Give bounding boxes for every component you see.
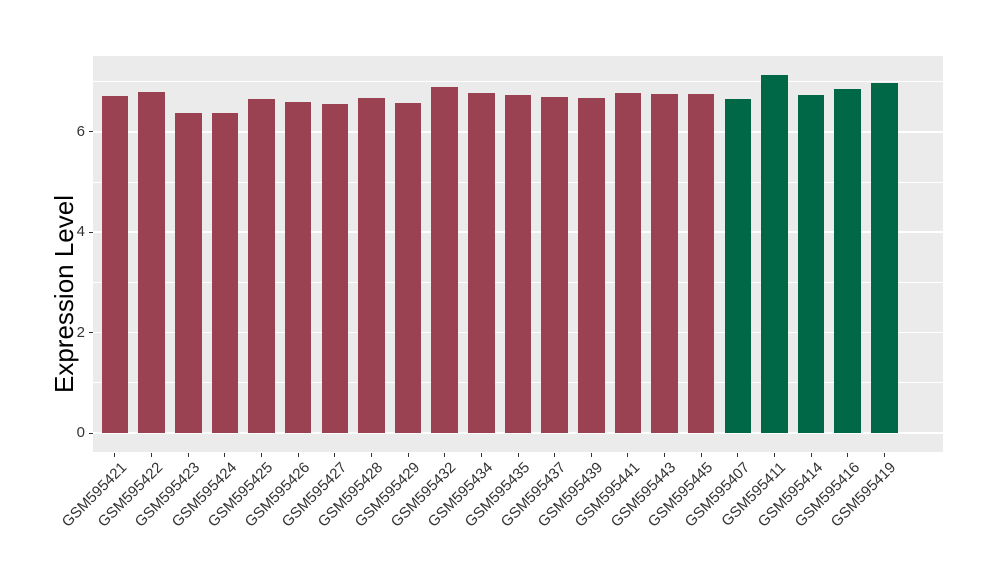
x-tick-mark <box>883 452 885 457</box>
x-tick-mark <box>407 452 409 457</box>
x-tick-mark <box>517 452 519 457</box>
bar-GSM595439 <box>578 98 605 433</box>
y-tick-mark <box>88 231 93 233</box>
bar-GSM595434 <box>468 93 495 433</box>
y-tick-label: 2 <box>76 323 85 341</box>
x-tick-mark <box>554 452 556 457</box>
bar-GSM595421 <box>101 96 129 433</box>
gridline-minor <box>93 81 943 82</box>
bar-GSM595443 <box>651 94 678 433</box>
x-tick-mark <box>810 452 812 457</box>
y-tick-label: 6 <box>76 122 85 140</box>
bar-GSM595425 <box>248 99 275 433</box>
x-tick-mark <box>664 452 666 457</box>
y-tick-mark <box>88 131 93 133</box>
bar-GSM595407 <box>724 98 752 433</box>
y-tick-mark <box>88 332 93 334</box>
bar-GSM595419 <box>871 83 898 433</box>
bar-GSM595445 <box>687 94 715 433</box>
bar-GSM595422 <box>138 91 165 433</box>
bar-GSM595441 <box>614 93 642 433</box>
x-tick-mark <box>151 452 153 457</box>
x-tick-mark <box>737 452 739 457</box>
bar-GSM595429 <box>394 103 422 433</box>
x-tick-mark <box>700 452 702 457</box>
x-tick-mark <box>370 452 372 457</box>
x-tick-mark <box>847 452 849 457</box>
x-tick-mark <box>261 452 263 457</box>
bar-GSM595416 <box>834 89 861 433</box>
bar-GSM595435 <box>504 94 532 433</box>
x-tick-mark <box>773 452 775 457</box>
bar-GSM595432 <box>431 87 458 433</box>
bar-GSM595423 <box>175 113 202 433</box>
x-tick-mark <box>297 452 299 457</box>
bar-GSM595437 <box>541 96 568 433</box>
bar-GSM595428 <box>358 97 385 433</box>
x-tick-mark <box>114 452 116 457</box>
y-tick-mark <box>88 432 93 434</box>
bar-GSM595411 <box>761 74 788 433</box>
x-tick-mark <box>224 452 226 457</box>
plot-panel <box>93 56 943 452</box>
x-tick-mark <box>480 452 482 457</box>
bar-GSM595424 <box>211 112 239 433</box>
x-tick-mark <box>444 452 446 457</box>
x-tick-mark <box>590 452 592 457</box>
x-tick-mark <box>334 452 336 457</box>
bar-GSM595427 <box>321 103 349 433</box>
y-tick-label: 4 <box>76 223 85 241</box>
bar-GSM595414 <box>797 94 825 433</box>
bar-GSM595426 <box>284 101 312 433</box>
x-tick-mark <box>627 452 629 457</box>
gridline-major <box>93 432 943 434</box>
y-tick-label: 0 <box>76 424 85 441</box>
x-tick-mark <box>187 452 189 457</box>
